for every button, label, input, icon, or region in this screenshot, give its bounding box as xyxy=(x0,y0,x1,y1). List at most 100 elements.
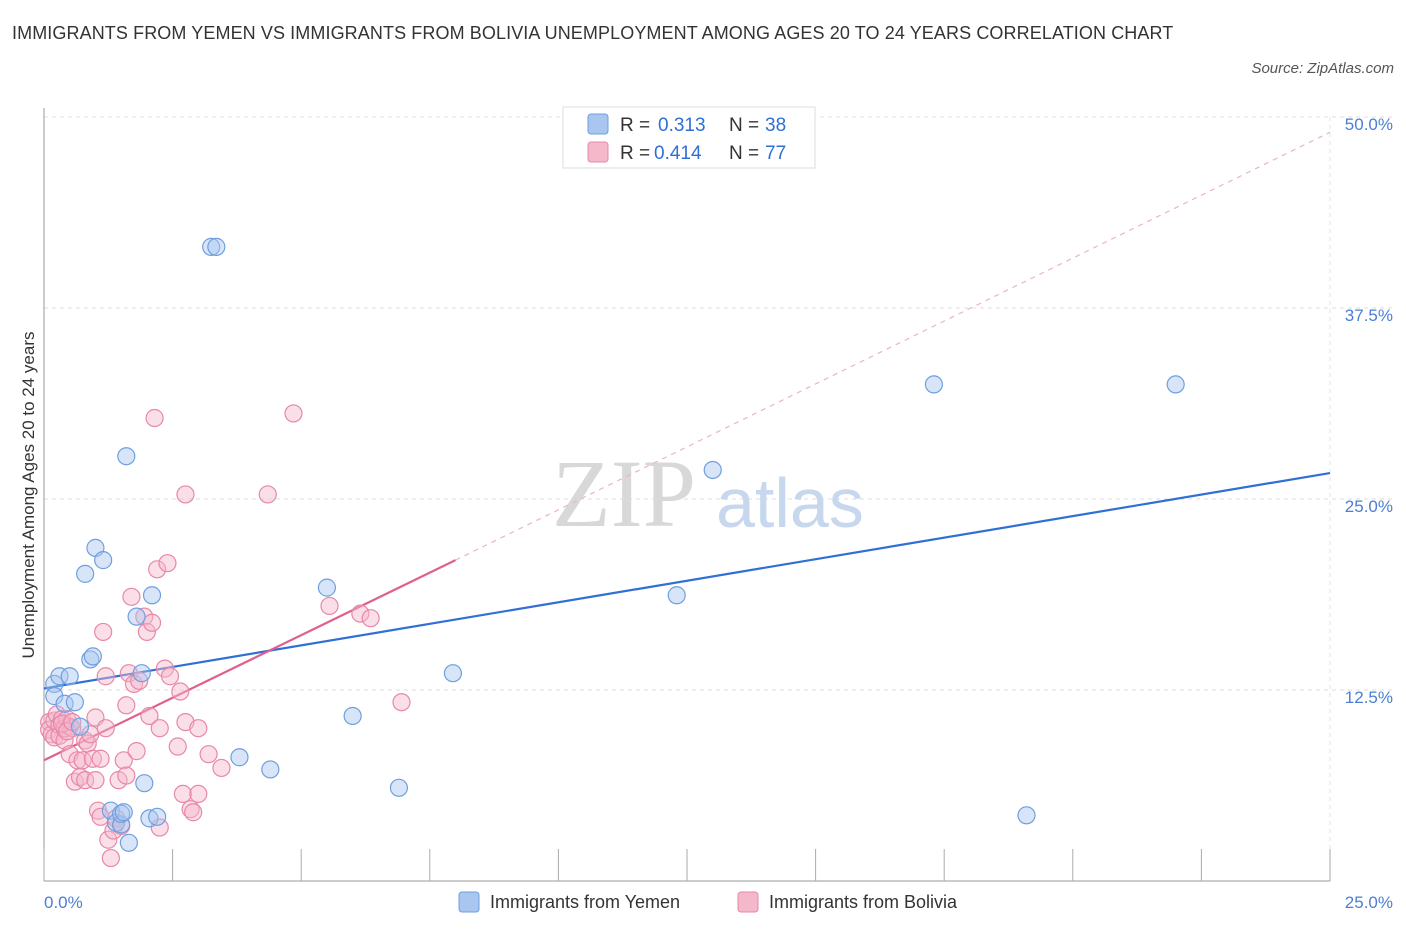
data-point xyxy=(99,830,118,849)
data-point xyxy=(127,607,146,626)
data-point xyxy=(351,604,370,623)
data-point xyxy=(168,737,187,756)
data-point xyxy=(392,693,411,712)
data-point xyxy=(70,717,90,736)
data-point xyxy=(119,833,138,852)
data-point xyxy=(1017,806,1036,825)
data-point xyxy=(94,551,113,570)
data-point xyxy=(96,719,115,738)
data-point xyxy=(101,848,120,868)
bottom-legend-label-bolivia: Immigrants from Bolivia xyxy=(769,892,958,912)
data-point xyxy=(361,609,380,628)
data-point xyxy=(91,807,110,826)
data-point xyxy=(258,485,277,504)
data-point xyxy=(148,807,167,826)
data-point xyxy=(117,696,136,715)
data-point xyxy=(261,760,280,779)
legend-swatch-bolivia xyxy=(587,141,609,163)
data-point xyxy=(160,667,180,686)
data-point xyxy=(145,408,164,428)
data-point xyxy=(171,682,190,701)
legend-n-label-bolivia: N = xyxy=(729,143,759,164)
data-point xyxy=(65,693,84,712)
y-tick-label: 12.5% xyxy=(1345,688,1393,707)
data-point xyxy=(189,784,208,804)
y-tick-label: 37.5% xyxy=(1345,306,1393,325)
data-point xyxy=(81,725,100,744)
data-point xyxy=(343,706,362,726)
data-point xyxy=(76,564,95,583)
legend-n-value-bolivia: 77 xyxy=(765,143,786,164)
data-point xyxy=(148,560,167,579)
data-point xyxy=(45,687,64,706)
data-point xyxy=(132,664,151,683)
bottom-legend-swatch-yemen xyxy=(458,891,480,913)
x-tick-marks xyxy=(43,849,1331,881)
data-point xyxy=(91,749,110,768)
data-point xyxy=(81,650,100,669)
x-tick-label-max: 25.0% xyxy=(1345,893,1393,912)
data-point xyxy=(135,774,154,793)
watermark-atlas: atlas xyxy=(716,464,864,542)
data-point xyxy=(667,586,686,605)
data-point xyxy=(117,766,136,785)
data-point xyxy=(122,587,141,606)
y-tick-label: 25.0% xyxy=(1345,497,1393,516)
data-points xyxy=(40,237,1185,868)
data-point xyxy=(142,586,162,605)
y-tick-labels: 12.5% 25.0% 37.5% 50.0% xyxy=(1345,115,1393,707)
bottom-legend-swatch-bolivia xyxy=(737,891,759,913)
data-point xyxy=(230,748,249,767)
y-tick-label: 50.0% xyxy=(1345,115,1393,134)
data-point xyxy=(60,667,79,686)
chart-title: IMMIGRANTS FROM YEMEN VS IMMIGRANTS FROM… xyxy=(12,23,1174,43)
trend-lines xyxy=(43,131,1331,762)
data-point xyxy=(184,803,203,822)
data-point xyxy=(137,622,156,642)
data-point xyxy=(389,778,409,797)
bottom-legend: Immigrants from Yemen Immigrants from Bo… xyxy=(458,891,958,913)
data-point xyxy=(924,375,944,394)
data-point xyxy=(63,719,82,738)
data-point xyxy=(50,667,69,686)
data-point xyxy=(158,554,177,573)
data-point xyxy=(119,664,138,683)
x-tick-label-min: 0.0% xyxy=(44,893,83,912)
bottom-legend-label-yemen: Immigrants from Yemen xyxy=(490,892,680,912)
data-point xyxy=(142,613,162,632)
trend-line-extension-1 xyxy=(455,131,1331,561)
data-point xyxy=(320,596,339,616)
data-point xyxy=(207,237,226,256)
data-point xyxy=(199,745,218,764)
data-point xyxy=(202,237,221,256)
data-point xyxy=(140,809,159,828)
legend-r-label-yemen: R = xyxy=(620,115,650,136)
data-point xyxy=(176,485,195,504)
legend-r-label-bolivia: R = xyxy=(620,143,650,164)
legend-box: R = 0.313 N = 38 R = 0.414 N = 77 xyxy=(562,106,816,169)
data-point xyxy=(317,578,337,597)
y-axis-label: Unemployment Among Ages 20 to 24 years xyxy=(19,332,38,659)
data-point xyxy=(86,771,105,790)
trend-line-1 xyxy=(43,559,457,762)
legend-n-label-yemen: N = xyxy=(729,115,759,136)
data-point xyxy=(150,818,169,837)
legend-swatch-yemen xyxy=(587,113,609,135)
data-point xyxy=(1166,375,1185,394)
data-point xyxy=(94,622,113,642)
legend-r-value-yemen: 0.313 xyxy=(658,115,706,136)
data-point xyxy=(96,667,115,686)
data-point xyxy=(212,758,231,778)
data-point xyxy=(127,742,146,761)
data-point xyxy=(189,719,208,738)
source-label: Source: ZipAtlas.com xyxy=(1251,60,1394,77)
data-point xyxy=(140,706,159,726)
data-point xyxy=(114,803,133,822)
data-point xyxy=(150,719,169,738)
data-point xyxy=(83,749,102,768)
data-point xyxy=(76,771,95,790)
legend-r-value-bolivia: 0.414 xyxy=(654,143,702,164)
data-point xyxy=(114,751,133,770)
data-point xyxy=(443,664,463,683)
